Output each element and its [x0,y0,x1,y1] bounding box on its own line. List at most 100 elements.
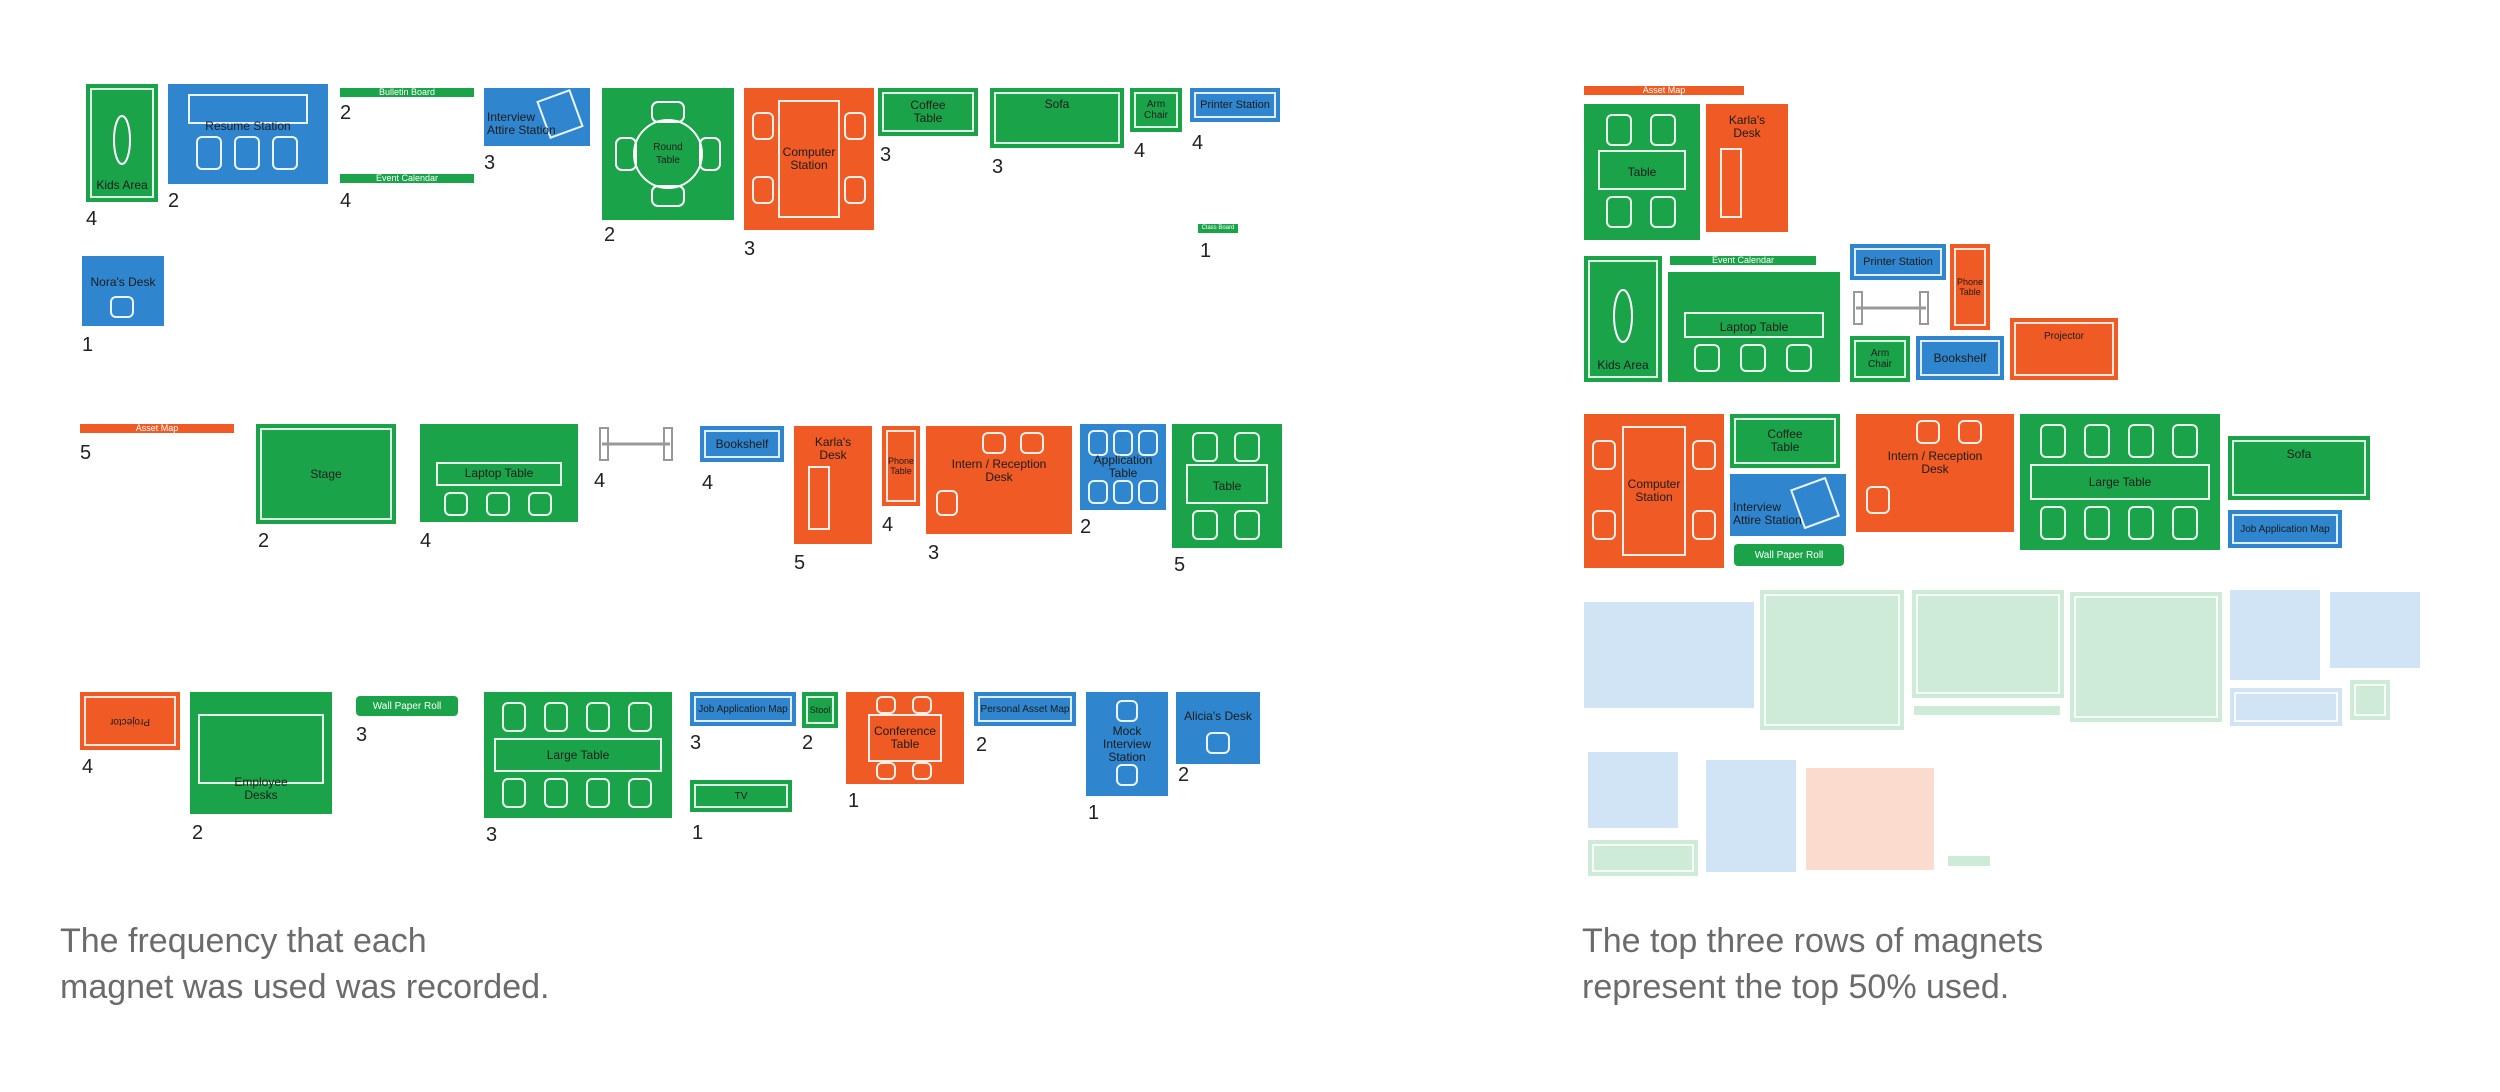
r-event-calendar-magnet[interactable]: Event Calendar [1670,256,1816,265]
r-arm-chair-label: Arm Chair [1868,348,1892,370]
computer-station-label: Computer Station [782,145,836,172]
r-phone-table-magnet[interactable]: Phone Table [1950,244,1990,330]
faded-employee-desks [2070,592,2222,722]
stool-magnet[interactable]: Stool [802,692,838,728]
r-intern-reception-magnet[interactable]: Intern / Reception Desk [1856,414,2014,532]
alicias-desk-label: Alicia's Desk [1184,709,1252,723]
interview-attire-count: 3 [484,152,496,174]
arm-chair-magnet[interactable]: Arm Chair [1130,88,1182,132]
kids-area-magnet[interactable]: Kids Area [86,84,158,202]
personal-asset-map-count: 2 [976,734,988,756]
sofa-count: 3 [992,156,1004,178]
laptop-table-magnet[interactable]: Laptop Table [420,424,578,522]
projector-magnet[interactable]: Projector [80,692,180,750]
resume-station-label: Resume Station [205,119,291,133]
bookshelf-magnet[interactable]: Bookshelf [700,426,784,462]
table-magnet[interactable]: Table [1172,424,1282,548]
r-wall-paper-roll-magnet[interactable]: Wall Paper Roll [1734,544,1844,566]
personal-asset-map-magnet[interactable]: Personal Asset Map [974,692,1076,726]
stool-count: 2 [802,732,814,754]
round-table-magnet[interactable]: Round Table [602,88,734,220]
printer-station-magnet[interactable]: Printer Station [1190,88,1280,122]
asset-map-magnet[interactable]: Asset Map [80,424,234,433]
r-printer-station-magnet[interactable]: Printer Station [1850,244,1946,280]
r-large-table-magnet[interactable]: Large Table [2020,414,2220,550]
projector-label: Projector [109,715,150,727]
r-job-application-map-label: Job Application Map [2240,523,2330,535]
asset-map-count: 5 [80,442,92,464]
interview-attire-magnet[interactable]: Interview Attire Station [484,88,590,146]
dumbbell-count: 4 [594,470,606,492]
r-bookshelf-magnet[interactable]: Bookshelf [1916,336,2004,380]
large-table-magnet[interactable]: Large Table [484,692,672,818]
application-table-magnet[interactable]: Application Table [1080,424,1166,510]
r-laptop-table-label: Laptop Table [1719,319,1789,334]
employee-desks-count: 2 [192,822,204,844]
r-coffee-table-magnet[interactable]: Coffee Table [1730,414,1840,468]
left-caption: The frequency that each magnet was used … [60,922,550,1006]
conference-table-magnet[interactable]: Conference Table [846,692,964,784]
wall-paper-roll-magnet[interactable]: Wall Paper Roll [356,696,458,716]
employee-desks-label: Employee Desks [234,775,288,802]
class-board-magnet[interactable]: Class Board [1198,224,1238,233]
sofa-magnet[interactable]: Sofa [990,88,1124,148]
r-dumbbell-magnet[interactable] [1848,288,1934,328]
r-arm-chair-magnet[interactable]: Arm Chair [1850,336,1910,382]
computer-station-magnet[interactable]: Computer Station [744,88,874,230]
printer-station-label: Printer Station [1200,98,1270,111]
intern-reception-label: Intern / Reception Desk [951,457,1047,484]
class-board-count: 1 [1200,240,1212,262]
r-job-application-map-magnet[interactable]: Job Application Map [2228,510,2342,548]
computer-station-count: 3 [744,238,756,260]
job-application-map-label: Job Application Map [698,703,788,715]
tv-magnet[interactable]: TV [690,780,792,812]
noras-desk-magnet[interactable]: Nora's Desk [82,256,164,326]
r-interview-attire-magnet[interactable]: Interview Attire Station [1730,474,1846,536]
r-projector-magnet[interactable]: Projector [2010,318,2118,380]
bookshelf-label: Bookshelf [715,436,769,451]
r-karlas-desk-magnet[interactable]: Karla's Desk [1706,104,1788,232]
faded-stool [2350,680,2390,720]
r-laptop-table-magnet[interactable]: Laptop Table [1668,272,1840,382]
mock-interview-count: 1 [1088,802,1100,824]
r-intern-reception-label: Intern / Reception Desk [1887,449,1983,476]
r-computer-station-magnet[interactable]: Computer Station [1584,414,1724,568]
stage-magnet[interactable]: Stage [256,424,396,524]
r-coffee-table-label: Coffee Table [1767,427,1803,454]
faded-bulletin-board [1914,706,2060,715]
conference-table-label: Conference Table [873,724,937,751]
job-application-map-magnet[interactable]: Job Application Map [690,692,796,726]
round-table-label: Round Table [653,142,683,166]
r-sofa-magnet[interactable]: Sofa [2228,436,2370,500]
bulletin-board-magnet[interactable]: Bulletin Board [340,88,474,97]
r-table-magnet[interactable]: Table [1584,104,1700,240]
resume-station-count: 2 [168,190,180,212]
phone-table-label: Phone Table [887,456,915,476]
resume-station-magnet[interactable]: Resume Station [168,84,328,184]
karlas-desk-count: 5 [794,552,806,574]
mock-interview-label: Mock Interview Station [1102,723,1152,764]
laptop-table-count: 4 [420,530,432,552]
personal-asset-map-label: Personal Asset Map [980,703,1070,715]
wall-paper-roll-label: Wall Paper Roll [372,700,442,712]
r-asset-map-magnet[interactable]: Asset Map [1584,86,1744,95]
printer-station-count: 4 [1192,132,1204,154]
sofa-label: Sofa [1044,97,1070,111]
application-table-count: 2 [1080,516,1092,538]
mock-interview-magnet[interactable]: Mock Interview Station [1086,692,1168,796]
event-calendar-magnet[interactable]: Event Calendar [340,174,474,183]
tv-count: 1 [692,822,704,844]
dumbbell-magnet[interactable] [594,424,678,464]
karlas-desk-magnet[interactable]: Karla's Desk [794,426,872,544]
intern-reception-magnet[interactable]: Intern / Reception Desk [926,426,1072,534]
kids-area-count: 4 [86,208,98,230]
faded-personal-asset-map [2230,688,2342,726]
table-count: 5 [1174,554,1186,576]
phone-table-magnet[interactable]: Phone Table [882,426,920,506]
coffee-table-magnet[interactable]: Coffee Table [878,88,978,136]
faded-application-table [2230,590,2320,680]
phone-table-count: 4 [882,514,894,536]
employee-desks-magnet[interactable]: Employee Desks [190,692,332,814]
r-kids-area-magnet[interactable]: Kids Area [1584,256,1662,382]
alicias-desk-magnet[interactable]: Alicia's Desk [1176,692,1260,764]
